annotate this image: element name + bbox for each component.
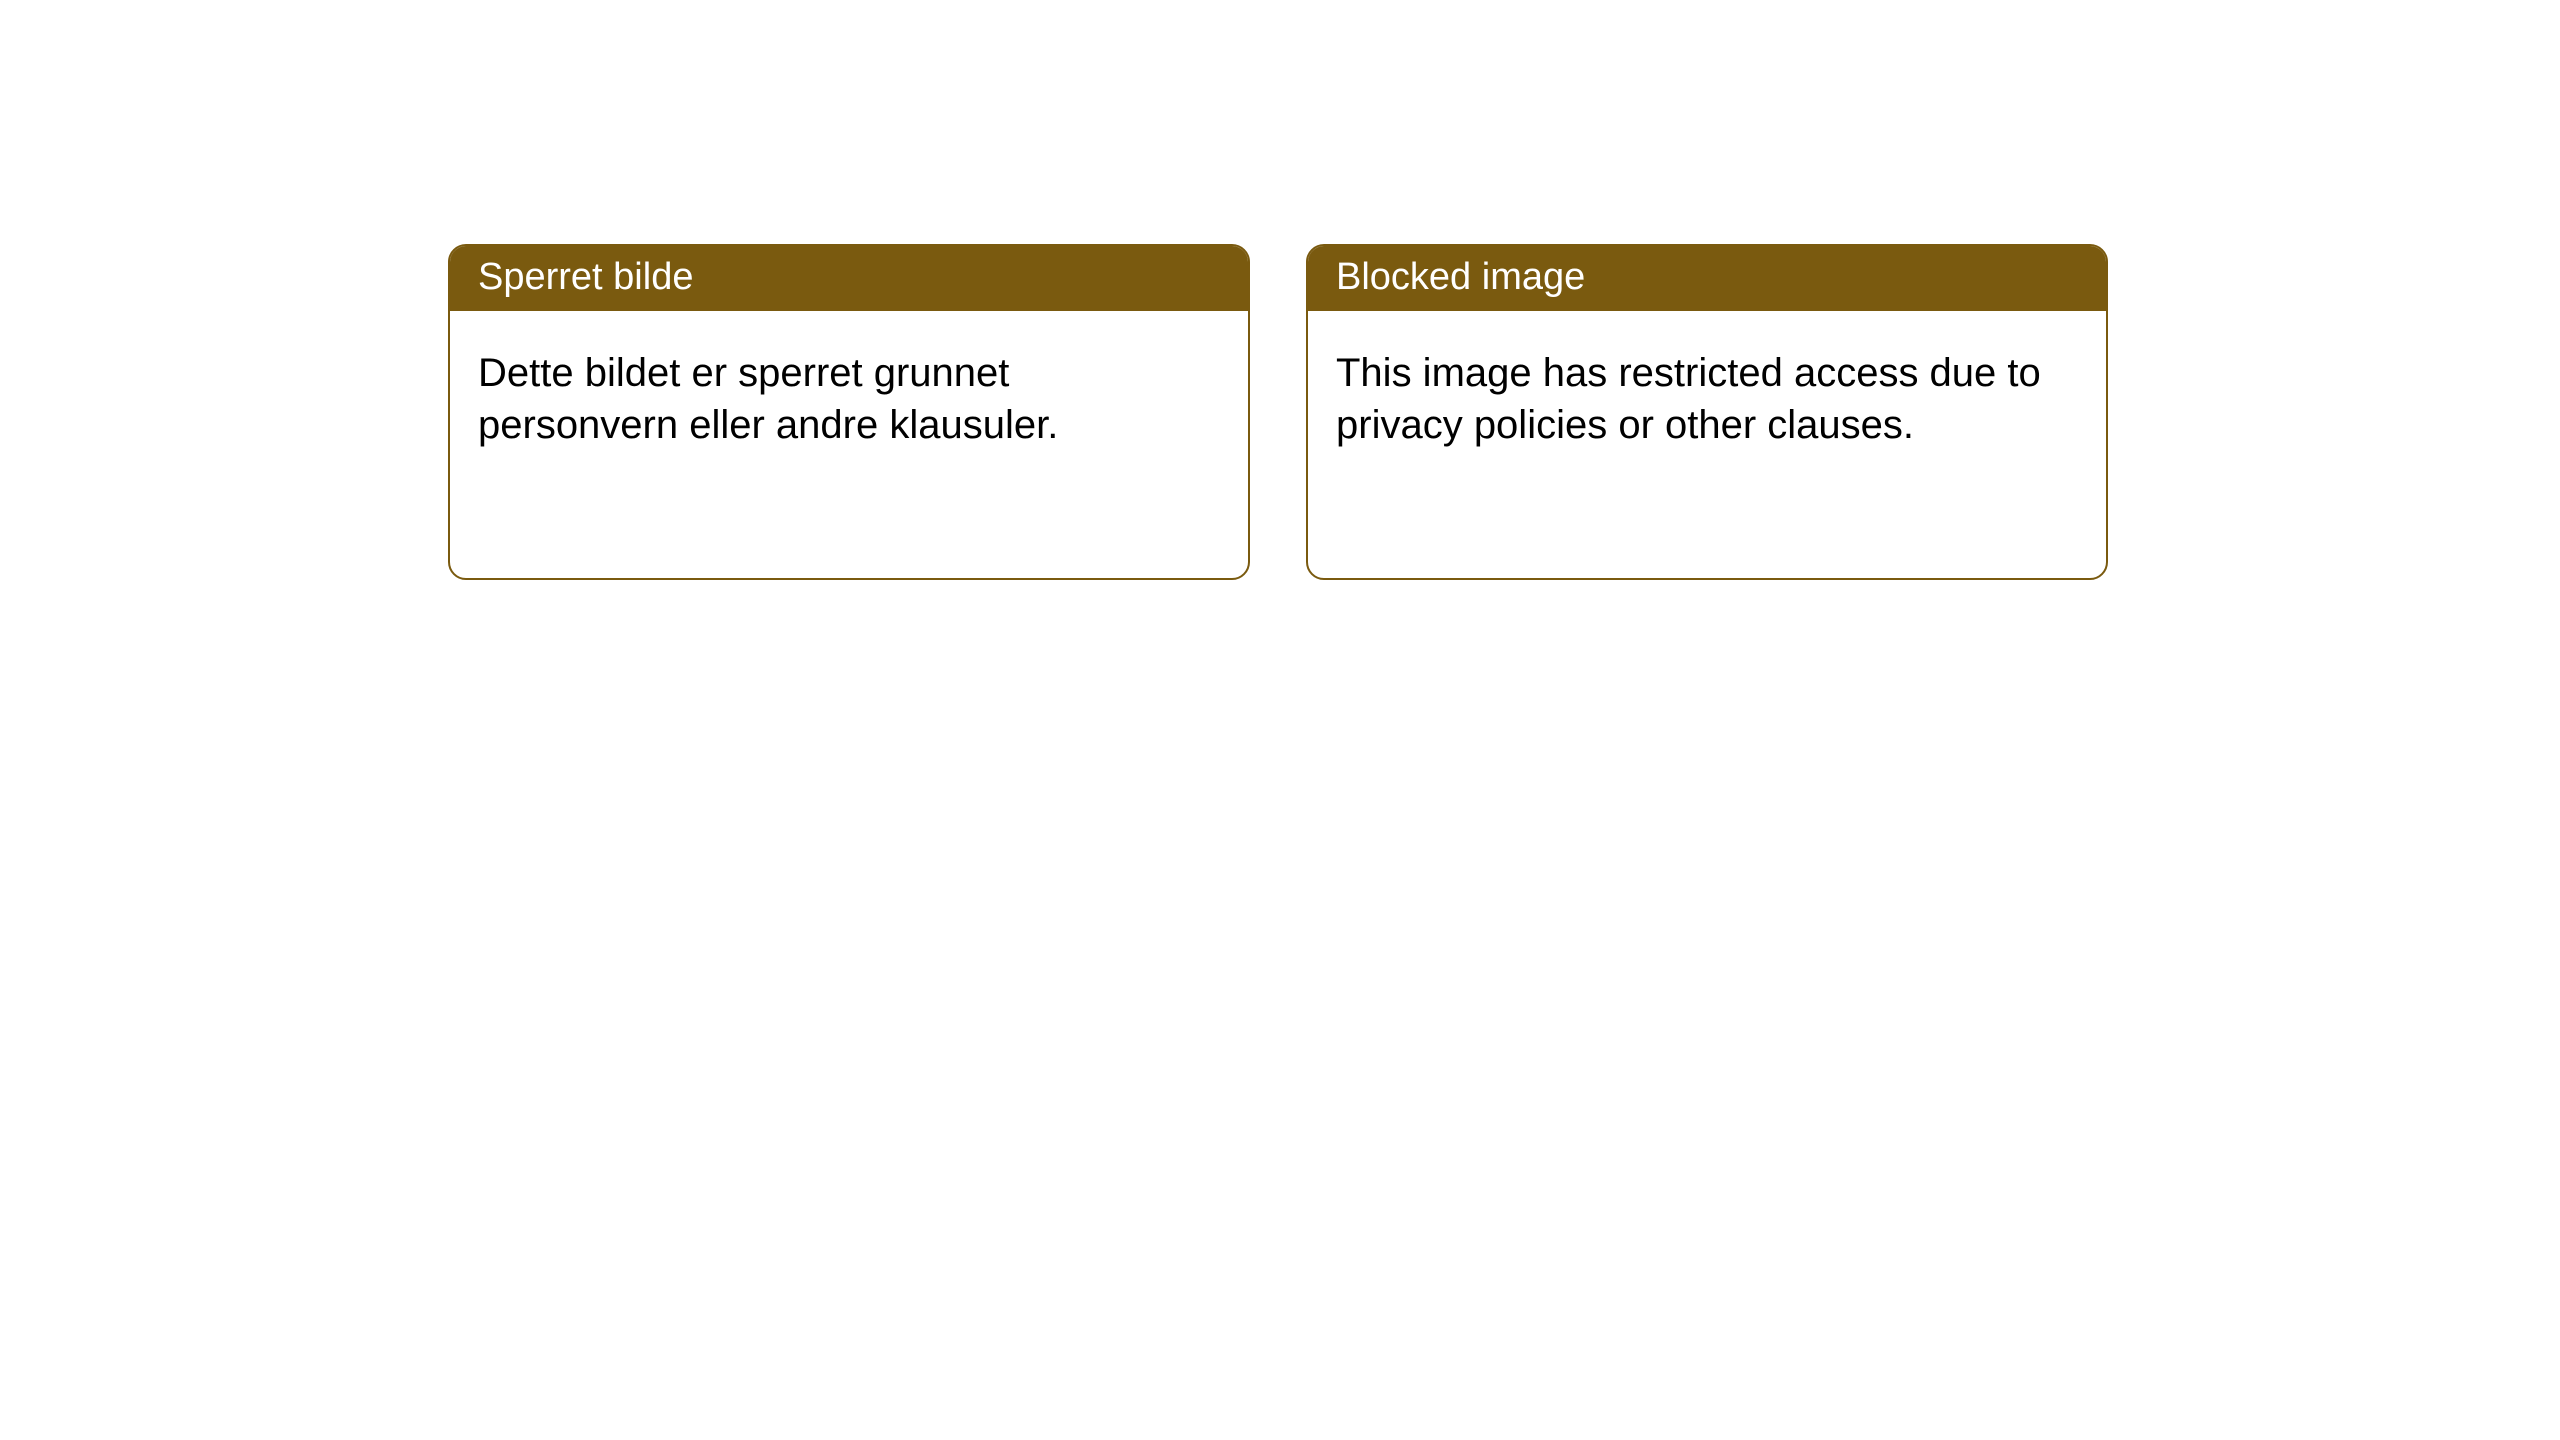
card-body-text: This image has restricted access due to … bbox=[1336, 351, 2041, 447]
card-title: Blocked image bbox=[1336, 256, 1585, 298]
notice-container: Sperret bilde Dette bildet er sperret gr… bbox=[0, 0, 2560, 580]
card-body: Dette bildet er sperret grunnet personve… bbox=[450, 311, 1248, 479]
card-body: This image has restricted access due to … bbox=[1308, 311, 2106, 479]
card-header: Sperret bilde bbox=[450, 246, 1248, 311]
notice-card-norwegian: Sperret bilde Dette bildet er sperret gr… bbox=[448, 244, 1250, 580]
card-header: Blocked image bbox=[1308, 246, 2106, 311]
card-body-text: Dette bildet er sperret grunnet personve… bbox=[478, 351, 1058, 447]
card-title: Sperret bilde bbox=[478, 256, 693, 298]
notice-card-english: Blocked image This image has restricted … bbox=[1306, 244, 2108, 580]
